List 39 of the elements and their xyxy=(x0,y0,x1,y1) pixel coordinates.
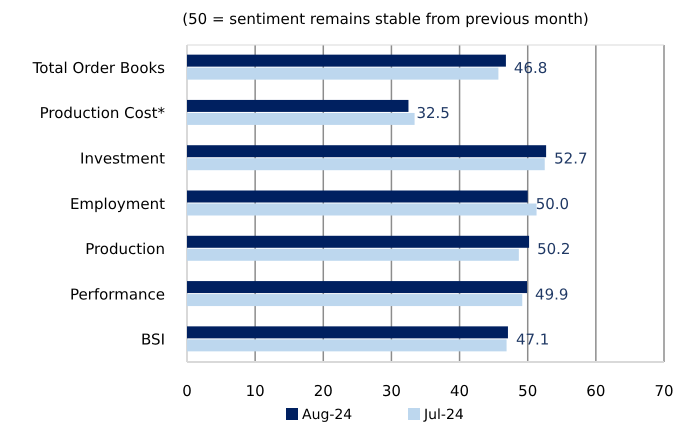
bar xyxy=(187,68,498,80)
x-tick-label: 10 xyxy=(246,382,265,400)
y-tick-label: Employment xyxy=(70,194,166,213)
y-tick-label: Production xyxy=(85,240,165,258)
bar xyxy=(187,112,415,125)
bar xyxy=(187,294,522,306)
bar xyxy=(187,100,408,112)
x-tick-label: 60 xyxy=(586,382,606,400)
chart-title: (50 = sentiment remains stable from previous month) xyxy=(182,10,589,28)
y-tick-label: Production Cost* xyxy=(40,104,166,122)
bar xyxy=(187,190,528,202)
y-tick-label: BSI xyxy=(141,330,165,349)
data-label: 32.5 xyxy=(416,104,450,122)
x-tick-label: 50 xyxy=(518,382,538,400)
data-label: 50.2 xyxy=(537,240,570,258)
bar xyxy=(187,204,537,216)
y-tick-label: Performance xyxy=(70,285,165,304)
x-tick-label: 40 xyxy=(450,382,470,400)
legend-label: Aug-24 xyxy=(302,406,352,423)
bar xyxy=(187,339,507,352)
bar xyxy=(187,158,545,170)
x-tick-label: 70 xyxy=(654,382,674,400)
y-tick-label: Total Order Books xyxy=(32,58,166,77)
x-tick-label: 20 xyxy=(314,382,333,400)
bar xyxy=(187,236,530,248)
bar xyxy=(187,145,546,158)
x-tick-label: 0 xyxy=(182,382,192,400)
bar xyxy=(187,326,508,338)
legend-label: Jul-24 xyxy=(423,406,464,423)
data-label: 47.1 xyxy=(516,330,550,349)
y-tick-label: Investment xyxy=(80,149,166,168)
data-label: 49.9 xyxy=(535,285,568,304)
data-label: 50.0 xyxy=(536,194,570,213)
data-label: 52.7 xyxy=(554,149,588,168)
bar xyxy=(187,281,528,294)
data-label: 46.8 xyxy=(514,58,548,77)
bar xyxy=(187,248,519,261)
x-tick-label: 30 xyxy=(382,382,401,400)
bar xyxy=(187,54,506,67)
